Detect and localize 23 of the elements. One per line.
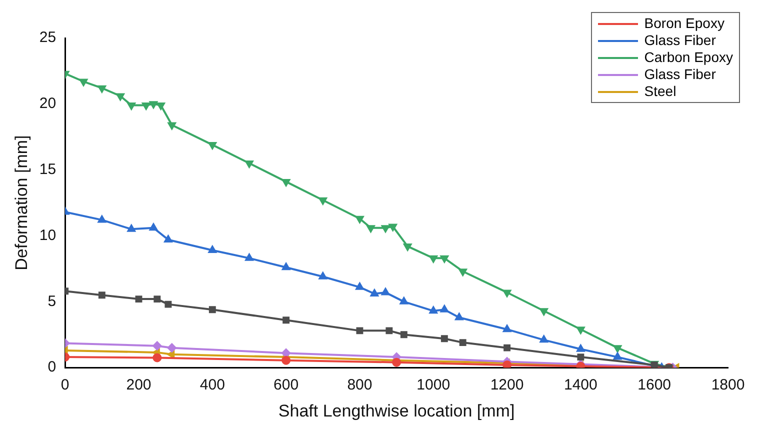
x-tick-label: 1800: [711, 376, 745, 394]
x-tick-label: 400: [200, 376, 225, 394]
x-tick-label: 200: [126, 376, 152, 394]
legend-label: Boron Epoxy: [644, 15, 724, 32]
x-tick-label: 1000: [416, 376, 450, 394]
legend-label: Glass Fiber: [644, 32, 716, 49]
legend-label: Glass Fiber: [644, 66, 716, 83]
x-axis-title: Shaft Lengthwise location [mm]: [278, 401, 515, 420]
y-axis-title: Deformation [mm]: [12, 135, 31, 270]
x-tick-label: 1200: [490, 376, 524, 394]
y-tick-label: 0: [48, 358, 56, 376]
y-tick-label: 15: [39, 160, 56, 178]
legend-label: Steel: [644, 83, 676, 100]
y-tick-label: 20: [39, 95, 56, 112]
x-tick-label: 1400: [564, 376, 598, 394]
y-tick-label: 10: [39, 226, 56, 244]
x-tick-label: 1600: [638, 376, 672, 394]
x-tick-label: 0: [60, 376, 70, 394]
x-tick-label: 600: [274, 376, 299, 394]
legend-label: Carbon Epoxy: [644, 49, 733, 66]
y-tick-label: 5: [48, 292, 56, 310]
x-tick-label: 800: [347, 376, 372, 394]
y-tick-label: 25: [39, 29, 56, 46]
